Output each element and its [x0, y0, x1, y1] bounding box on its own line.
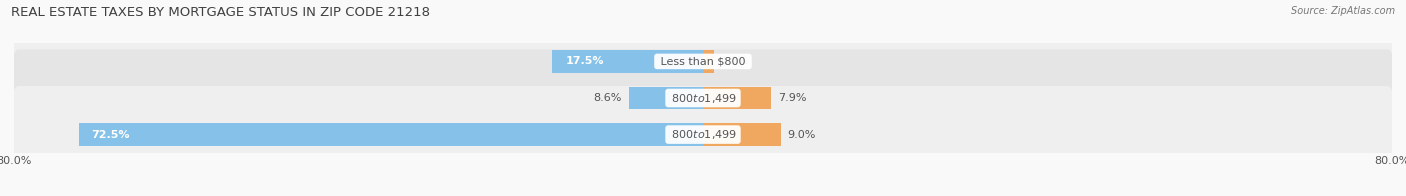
Bar — [703, 87, 770, 109]
Text: 8.6%: 8.6% — [593, 93, 621, 103]
Text: 7.9%: 7.9% — [778, 93, 807, 103]
Bar — [553, 50, 703, 73]
Text: Less than $800: Less than $800 — [657, 56, 749, 66]
Text: 1.3%: 1.3% — [721, 56, 749, 66]
FancyBboxPatch shape — [11, 49, 1395, 147]
Bar — [703, 50, 714, 73]
Text: REAL ESTATE TAXES BY MORTGAGE STATUS IN ZIP CODE 21218: REAL ESTATE TAXES BY MORTGAGE STATUS IN … — [11, 6, 430, 19]
Text: $800 to $1,499: $800 to $1,499 — [668, 128, 738, 141]
Text: Source: ZipAtlas.com: Source: ZipAtlas.com — [1291, 6, 1395, 16]
Text: $800 to $1,499: $800 to $1,499 — [668, 92, 738, 104]
FancyBboxPatch shape — [11, 86, 1395, 183]
FancyBboxPatch shape — [11, 13, 1395, 110]
Bar — [79, 123, 703, 146]
Bar — [628, 87, 703, 109]
Bar — [703, 123, 780, 146]
Text: 9.0%: 9.0% — [787, 130, 815, 140]
Text: 17.5%: 17.5% — [565, 56, 603, 66]
Text: 72.5%: 72.5% — [91, 130, 131, 140]
